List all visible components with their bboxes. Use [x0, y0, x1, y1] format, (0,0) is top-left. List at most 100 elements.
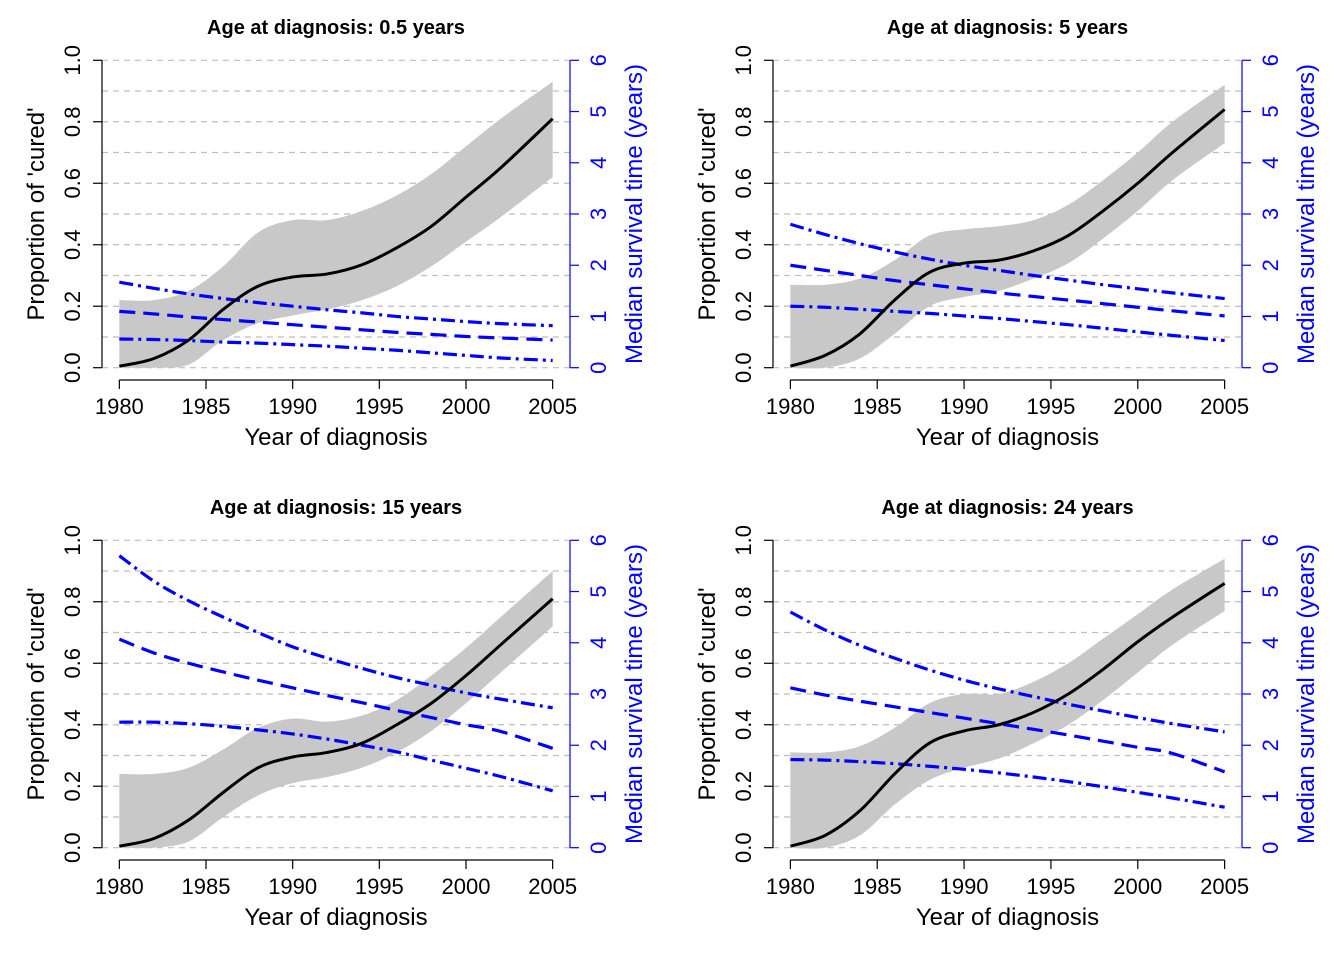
x-tick-label: 1985: [182, 874, 231, 899]
survival-line-dotdash-lower: [119, 337, 553, 363]
left-tick-label: 0.0: [60, 832, 85, 863]
panel-title: Age at diagnosis: 15 years: [210, 497, 462, 519]
right-tick-label: 0: [586, 362, 611, 374]
left-tick-label: 0.2: [731, 291, 756, 322]
x-tick-label: 1995: [355, 874, 404, 899]
right-tick-label: 3: [1258, 688, 1283, 700]
x-axis: 1980 1985 1990 1995 2000 2005 Year of diagnosi…: [95, 859, 577, 931]
survival-line-dotdash-lower: [790, 304, 1225, 343]
left-tick-label: 0.0: [731, 352, 756, 383]
panel-title: Age at diagnosis: 5 years: [887, 17, 1128, 39]
chart-panel-2: Age at diagnosis: 5 years 0.0 0.2 0.4 0.6 0.8…: [694, 17, 1320, 451]
panel-title: Age at diagnosis: 0.5 years: [207, 17, 465, 39]
x-tick-label: 1980: [95, 874, 144, 899]
right-tick-label: 0: [586, 842, 611, 854]
cured-estimate-line: [119, 117, 554, 368]
right-tick-label: 4: [1258, 637, 1283, 649]
right-axis: 0 1 2 3 4 5 6 Median survival time (years): [1241, 54, 1320, 374]
left-tick-label: 0.4: [731, 229, 756, 260]
right-tick-label: 5: [586, 105, 611, 117]
right-tick-label: 1: [586, 310, 611, 322]
survival-line-dotdash-upper: [789, 610, 1225, 734]
x-axis-label: Year of diagnosis: [916, 904, 1099, 931]
x-tick-label: 1995: [355, 394, 404, 419]
y2-axis-label: Median survival time (years): [1293, 64, 1320, 364]
survival-line-dotdash-lower: [119, 720, 554, 793]
survival-line-dotdash-upper: [119, 280, 553, 328]
right-tick-label: 6: [1258, 54, 1283, 66]
left-tick-label: 0.4: [731, 709, 756, 740]
survival-line-dashed: [119, 309, 553, 342]
x-tick-label: 2000: [442, 394, 491, 419]
survival-line-dashed: [118, 637, 554, 750]
left-tick-label: 1.0: [731, 525, 756, 556]
x-tick-label: 1985: [853, 394, 902, 419]
chart-panel-1: Age at diagnosis: 0.5 years0.00.20.40.60…: [23, 17, 648, 451]
right-axis: 0 1 2 3 4 5 6 Median survival time (years): [1241, 534, 1320, 854]
x-tick-label: 1995: [1026, 394, 1075, 419]
left-tick-label: 0.8: [731, 586, 756, 617]
left-tick-label: 0.6: [731, 648, 756, 679]
x-tick-label: 1980: [95, 394, 144, 419]
right-tick-label: 1: [586, 790, 611, 802]
cured-estimate-line: [789, 582, 1226, 848]
x-tick-label: 1990: [940, 394, 989, 419]
right-tick-label: 5: [1258, 105, 1283, 117]
x-axis: 1980 1985 1990 1995 2000 2005 Year of diagnosi…: [766, 859, 1249, 931]
right-tick-label: 2: [586, 739, 611, 751]
x-tick-label: 1990: [268, 394, 317, 419]
right-tick-label: 4: [586, 157, 611, 169]
right-tick-label: 1: [1258, 790, 1283, 802]
x-tick-label: 2000: [442, 874, 491, 899]
y2-axis-label: Median survival time (years): [1293, 544, 1320, 844]
left-tick-label: 1.0: [60, 45, 85, 76]
right-tick-label: 5: [586, 585, 611, 597]
y2-axis-label: Median survival time (years): [621, 544, 648, 844]
right-axis: 0 1 2 3 4 5 6 Median survival time (years): [569, 54, 648, 374]
right-tick-label: 2: [586, 259, 611, 271]
right-tick-label: 4: [586, 637, 611, 649]
right-tick-label: 5: [1258, 585, 1283, 597]
x-tick-label: 1985: [182, 394, 231, 419]
right-tick-label: 0: [1258, 362, 1283, 374]
x-tick-label: 2000: [1113, 394, 1162, 419]
x-tick-label: 2005: [528, 394, 577, 419]
left-tick-label: 1.0: [731, 45, 756, 76]
left-tick-label: 0.8: [60, 586, 85, 617]
cured-estimate-line: [119, 597, 554, 848]
left-axis: 0.0 0.2 0.4 0.6 0.8 1.0 Proportion of 'cured': [694, 45, 774, 383]
cured-estimate-line: [789, 108, 1226, 368]
x-tick-label: 2005: [528, 874, 577, 899]
left-tick-label: 0.4: [60, 709, 85, 740]
left-tick-label: 0.2: [60, 291, 85, 322]
left-tick-label: 0.2: [731, 771, 756, 802]
survival-line-dotdash-lower: [790, 757, 1225, 809]
right-tick-label: 6: [586, 54, 611, 66]
panel-title: Age at diagnosis: 24 years: [881, 497, 1133, 519]
survival-line-dashed: [790, 263, 1225, 318]
left-tick-label: 0.8: [60, 106, 85, 137]
x-axis-label: Year of diagnosis: [244, 424, 427, 451]
right-tick-label: 6: [1258, 534, 1283, 546]
x-tick-label: 2005: [1200, 394, 1249, 419]
x-tick-label: 1990: [940, 874, 989, 899]
left-axis: 0.0 0.2 0.4 0.6 0.8 1.0 Proportion of 'cured': [23, 525, 103, 863]
survival-line-dotdash-upper: [118, 554, 553, 710]
y-axis-label: Proportion of 'cured': [23, 587, 50, 800]
x-tick-label: 2000: [1113, 874, 1162, 899]
left-tick-label: 0.4: [60, 229, 85, 260]
confidence-band: [119, 81, 553, 368]
confidence-band: [119, 571, 553, 849]
left-tick-label: 0.8: [731, 106, 756, 137]
x-tick-label: 1985: [853, 874, 902, 899]
left-tick-label: 0.0: [731, 832, 756, 863]
left-tick-label: 0.6: [60, 648, 85, 679]
chart-panel-4: Age at diagnosis: 24 years 0.0 0.2 0.4 0.6 0.…: [694, 497, 1320, 931]
gridlines: [773, 59, 1242, 369]
right-tick-label: 3: [586, 208, 611, 220]
x-tick-label: 1980: [766, 874, 815, 899]
confidence-band: [790, 84, 1225, 369]
left-tick-label: 0.2: [60, 771, 85, 802]
x-axis: 1980 1985 1990 1995 2000 2005 Year of diagnosi…: [95, 379, 577, 451]
